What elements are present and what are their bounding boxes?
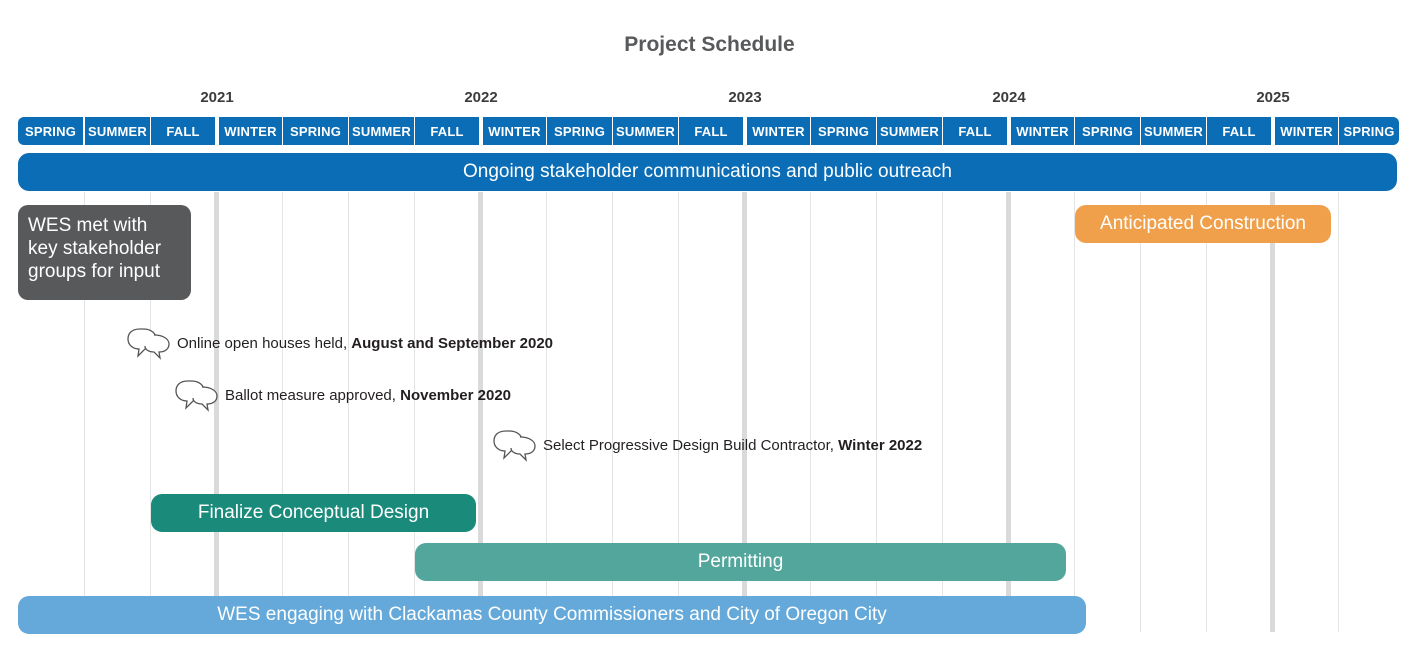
year-divider: [742, 192, 747, 632]
season-cell-winter: WINTER: [1011, 117, 1074, 145]
season-divider: [1338, 192, 1339, 632]
year-label-2021: 2021: [200, 89, 234, 106]
milestone-date: Winter 2022: [838, 436, 923, 454]
season-cell-summer: SUMMER: [877, 117, 942, 145]
speech-bubbles-icon: [175, 380, 218, 412]
year-divider: [1270, 192, 1275, 632]
milestone-select-contractor: Select Progressive Design Build Contract…: [492, 428, 922, 462]
year-divider: [478, 192, 483, 632]
year-label-2024: 2024: [992, 89, 1026, 106]
season-divider: [546, 192, 547, 632]
season-cell-fall: FALL: [943, 117, 1007, 145]
season-divider: [810, 192, 811, 632]
season-cell-fall: FALL: [1207, 117, 1271, 145]
milestone-text: Select Progressive Design Build Contract…: [543, 436, 839, 454]
construction-bar: Anticipated Construction: [1075, 205, 1331, 243]
season-divider: [282, 192, 283, 632]
season-cell-spring: SPRING: [1339, 117, 1399, 145]
season-cell-summer: SUMMER: [349, 117, 414, 145]
page-title: Project Schedule: [624, 33, 795, 56]
season-cell-spring: SPRING: [811, 117, 876, 145]
season-cell-winter: WINTER: [747, 117, 810, 145]
season-divider: [414, 192, 415, 632]
season-divider: [1074, 192, 1075, 632]
season-cell-spring: SPRING: [283, 117, 348, 145]
year-label-2023: 2023: [728, 89, 762, 106]
season-divider: [942, 192, 943, 632]
season-cell-spring: SPRING: [18, 117, 83, 145]
season-cell-fall: FALL: [679, 117, 743, 145]
season-cell-summer: SUMMER: [1141, 117, 1206, 145]
season-cell-summer: SUMMER: [85, 117, 150, 145]
stakeholder-meetings-box: WES met with key stakeholder groups for …: [18, 205, 191, 300]
season-divider: [348, 192, 349, 632]
speech-bubbles-icon: [493, 430, 536, 462]
milestone-text: Ballot measure approved,: [225, 386, 401, 404]
milestone-date: November 2020: [400, 386, 512, 404]
season-cell-winter: WINTER: [219, 117, 282, 145]
season-divider: [876, 192, 877, 632]
season-divider: [612, 192, 613, 632]
season-divider: [678, 192, 679, 632]
year-divider: [1006, 192, 1011, 632]
milestone-ballot-measure: Ballot measure approved, November 2020: [174, 378, 511, 412]
season-cell-fall: FALL: [415, 117, 479, 145]
outreach-bar: Ongoing stakeholder communications and p…: [18, 153, 1397, 191]
year-label-2022: 2022: [464, 89, 498, 106]
milestone-date: August and September 2020: [351, 334, 554, 352]
season-cell-winter: WINTER: [1275, 117, 1338, 145]
season-cell-fall: FALL: [151, 117, 215, 145]
permitting-bar: Permitting: [415, 543, 1066, 581]
season-divider: [150, 192, 151, 632]
season-cell-spring: SPRING: [547, 117, 612, 145]
season-cell-summer: SUMMER: [613, 117, 678, 145]
season-divider: [1206, 192, 1207, 632]
commissioners-bar: WES engaging with Clackamas County Commi…: [18, 596, 1086, 634]
milestone-open-houses: Online open houses held, August and Sept…: [126, 326, 553, 360]
speech-bubbles-icon: [127, 328, 170, 360]
conceptual-design-bar: Finalize Conceptual Design: [151, 494, 476, 532]
year-label-2025: 2025: [1256, 89, 1290, 106]
season-cell-spring: SPRING: [1075, 117, 1140, 145]
year-divider: [214, 192, 219, 632]
season-divider: [84, 192, 85, 632]
season-cell-winter: WINTER: [483, 117, 546, 145]
season-divider: [1140, 192, 1141, 632]
milestone-text: Online open houses held,: [177, 334, 352, 352]
